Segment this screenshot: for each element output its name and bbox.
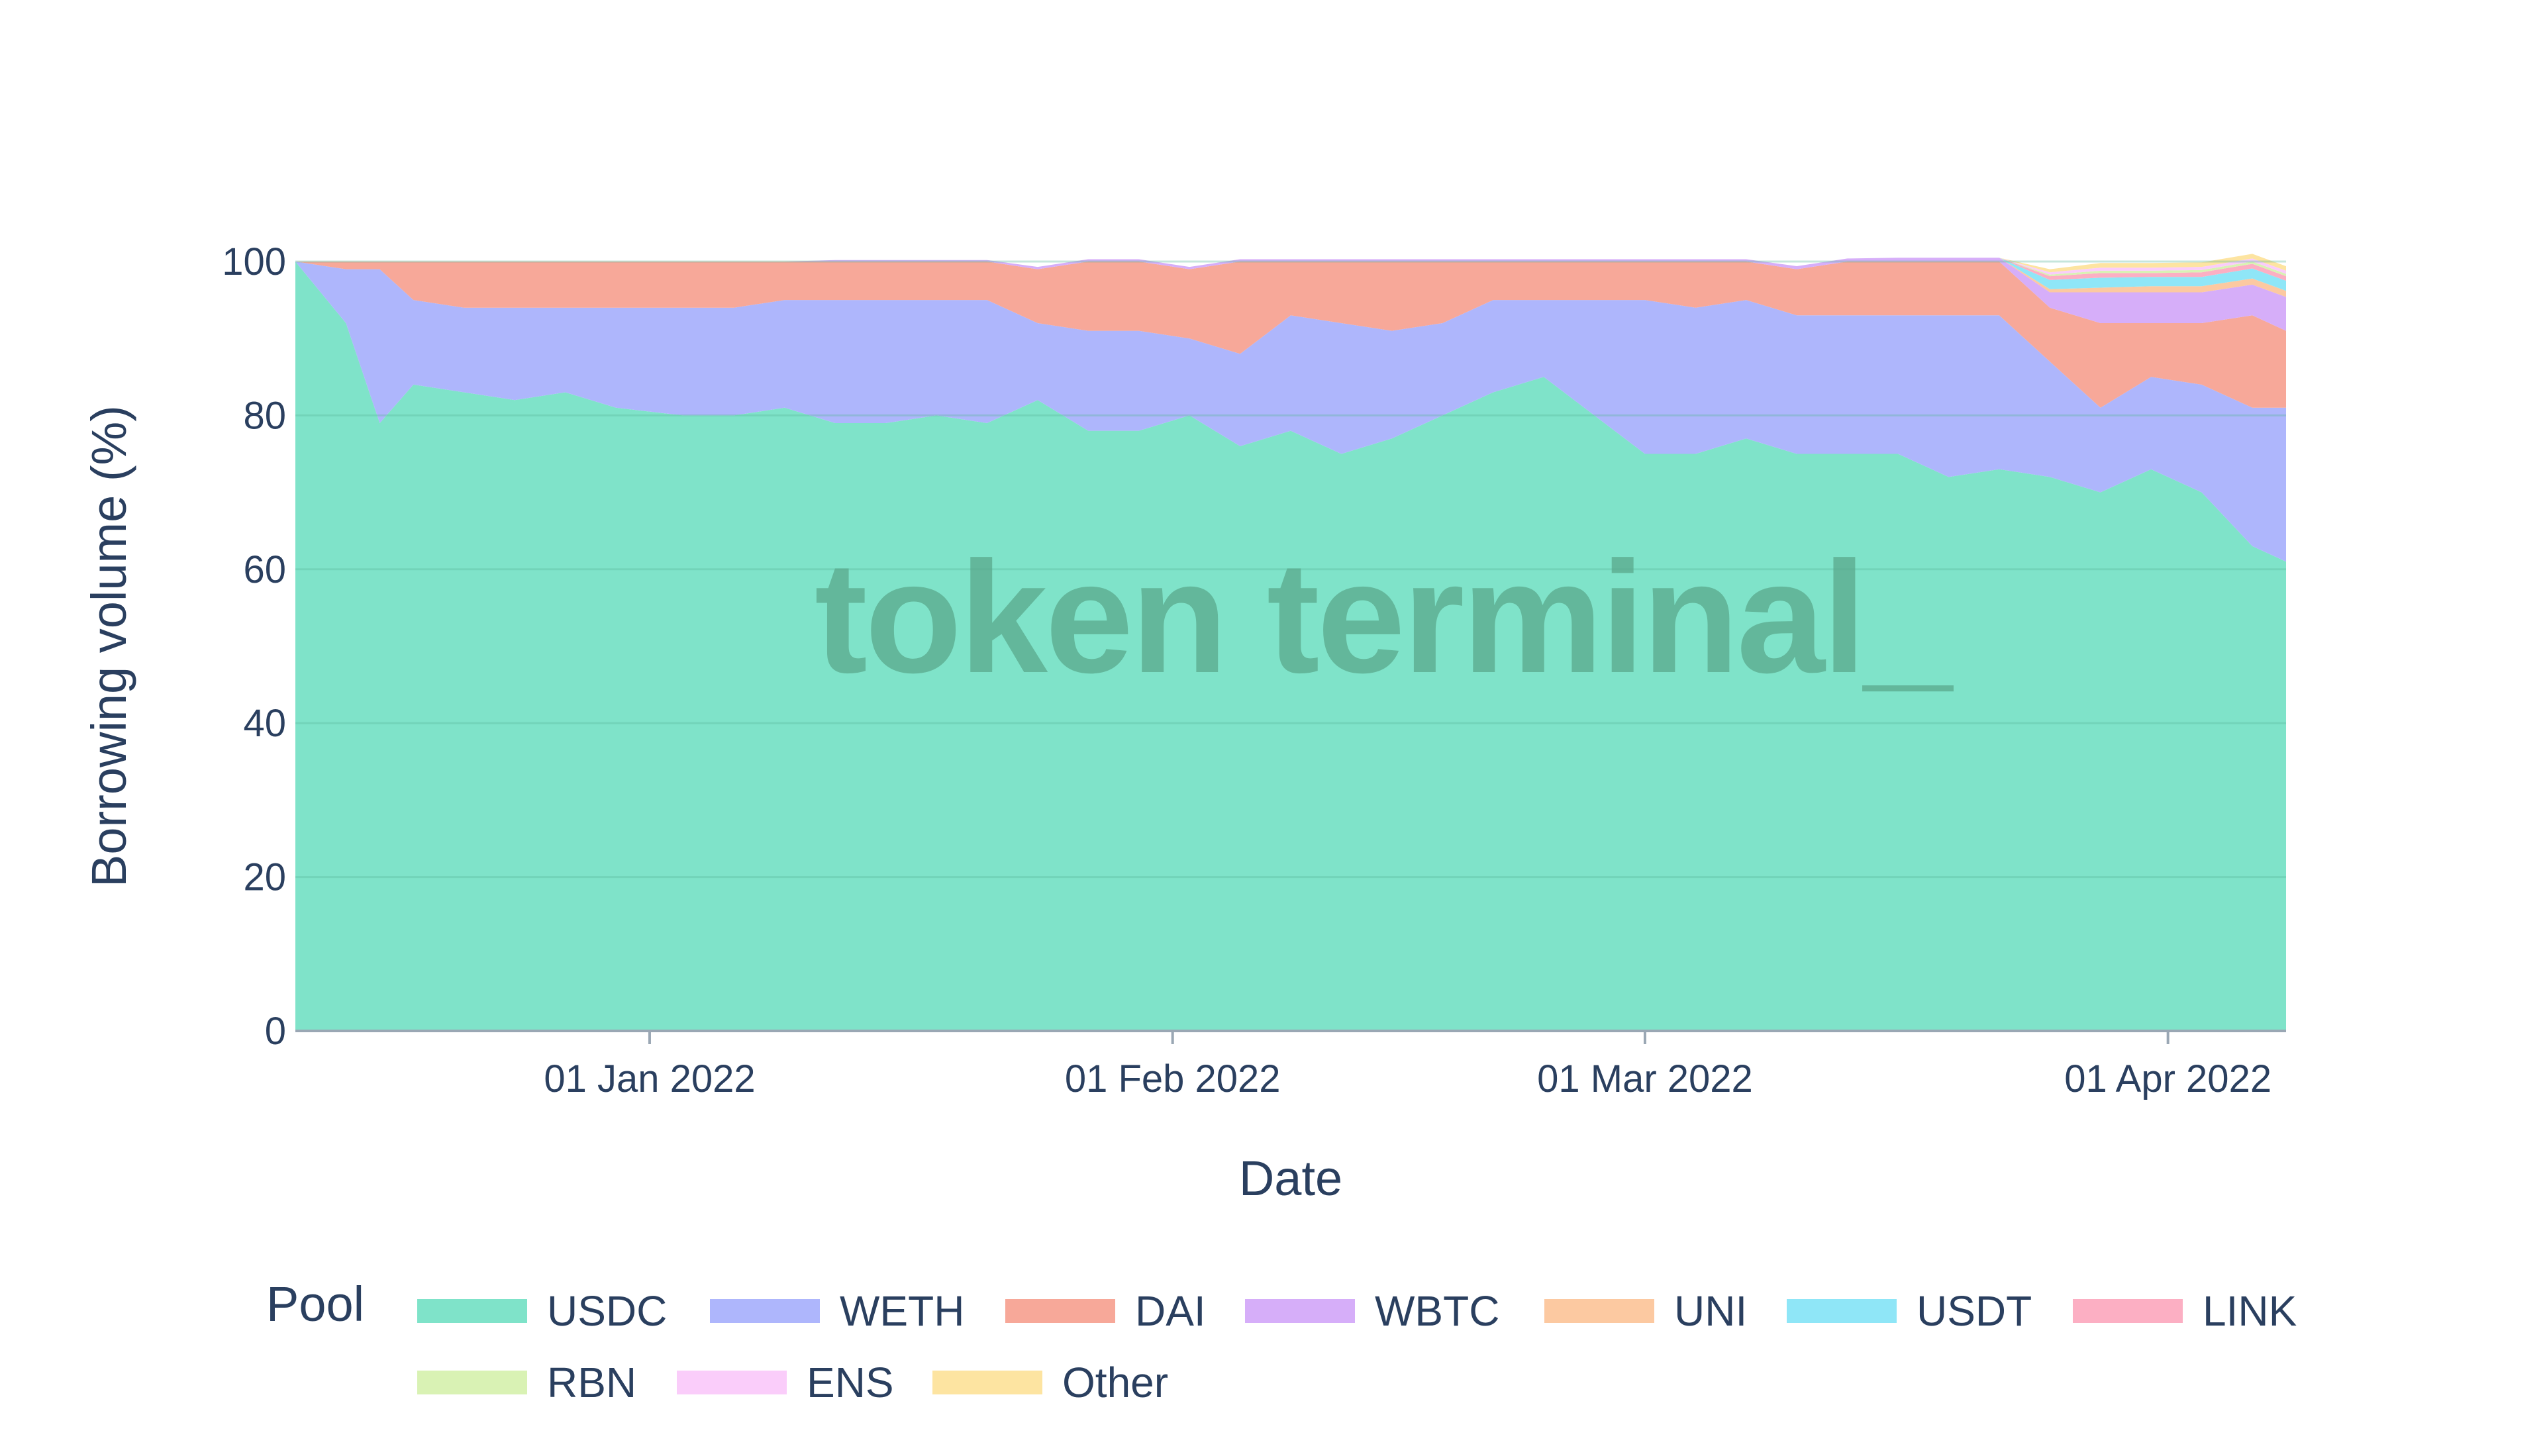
legend-swatch: [710, 1299, 820, 1323]
legend-swatch: [1245, 1299, 1355, 1323]
legend-swatch: [932, 1371, 1042, 1394]
x-tick-label: 01 Mar 2022: [1537, 1057, 1753, 1100]
x-tick-label: 01 Jan 2022: [544, 1057, 755, 1100]
legend-item-rbn[interactable]: RBN: [417, 1359, 636, 1406]
x-axis-title: Date: [1239, 1151, 1342, 1206]
area-series-usdt[interactable]: [295, 258, 2286, 291]
legend-swatch: [417, 1371, 527, 1394]
y-tick-label: 0: [265, 1010, 286, 1053]
legend-label: WBTC: [1375, 1287, 1499, 1335]
legend-label: DAI: [1135, 1287, 1206, 1335]
watermark-layer: token terminal_: [815, 528, 1956, 706]
gridlines: [295, 260, 2286, 879]
legend-item-usdt[interactable]: USDT: [1787, 1287, 2032, 1335]
legend-swatch: [1005, 1299, 1115, 1323]
legend-label: WETH: [840, 1287, 964, 1335]
x-tick-label: 01 Apr 2022: [2064, 1057, 2271, 1100]
y-axis-title: Borrowing volume (%): [81, 405, 136, 887]
legend-item-link[interactable]: LINK: [2073, 1287, 2297, 1335]
watermark-text: token terminal_: [815, 528, 1954, 706]
legend-label: USDT: [1917, 1287, 2032, 1335]
legend-label: USDC: [547, 1287, 667, 1335]
legend-label: UNI: [1674, 1287, 1747, 1335]
y-tick-label: 60: [243, 548, 286, 591]
y-tick-label: 40: [243, 702, 286, 745]
legend-label: RBN: [547, 1359, 636, 1406]
legend-label: ENS: [807, 1359, 894, 1406]
legend[interactable]: Pool USDC WETH DAI WBTC UNI USDT LINK RBN ENS Othe…: [266, 1277, 2297, 1406]
legend-label: LINK: [2203, 1287, 2297, 1335]
legend-item-dai[interactable]: DAI: [1005, 1287, 1206, 1335]
area-series-weth[interactable]: [295, 262, 2286, 562]
y-tick-label: 100: [222, 240, 286, 283]
y-tick-label: 20: [243, 856, 286, 899]
area-series-usdc[interactable]: [295, 262, 2286, 1031]
legend-swatch: [2073, 1299, 2183, 1323]
legend-item-ens[interactable]: ENS: [677, 1359, 894, 1406]
x-tick-label: 01 Feb 2022: [1065, 1057, 1281, 1100]
y-tick-label: 80: [243, 394, 286, 437]
area-series-dai[interactable]: [295, 262, 2286, 408]
legend-item-uni[interactable]: UNI: [1544, 1287, 1747, 1335]
legend-swatch: [417, 1299, 527, 1323]
legend-swatch: [677, 1371, 787, 1394]
legend-item-other[interactable]: Other: [932, 1359, 1168, 1406]
axes: 0 20 40 60 80 100 01 Jan 2022 01 Feb 2022 01 Mar…: [81, 240, 2286, 1206]
area-layer: [295, 254, 2286, 1031]
legend-item-wbtc[interactable]: WBTC: [1245, 1287, 1499, 1335]
legend-swatch: [1787, 1299, 1897, 1323]
legend-item-weth[interactable]: WETH: [710, 1287, 964, 1335]
legend-swatch: [1544, 1299, 1654, 1323]
legend-title: Pool: [266, 1277, 364, 1332]
legend-item-usdc[interactable]: USDC: [417, 1287, 667, 1335]
legend-label: Other: [1062, 1359, 1168, 1406]
